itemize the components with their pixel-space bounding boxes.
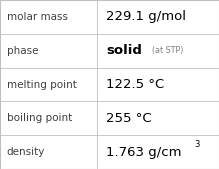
Text: 122.5 °C: 122.5 °C bbox=[106, 78, 164, 91]
Text: molar mass: molar mass bbox=[7, 12, 68, 22]
Text: 229.1 g/mol: 229.1 g/mol bbox=[106, 10, 186, 23]
Text: density: density bbox=[7, 147, 45, 157]
Text: 1.763 g/cm: 1.763 g/cm bbox=[106, 146, 182, 159]
Text: phase: phase bbox=[7, 46, 38, 56]
Text: melting point: melting point bbox=[7, 79, 76, 90]
Text: boiling point: boiling point bbox=[7, 113, 72, 123]
Text: 255 °C: 255 °C bbox=[106, 112, 152, 125]
Text: solid: solid bbox=[106, 44, 142, 57]
Text: (at STP): (at STP) bbox=[152, 46, 184, 55]
Text: 3: 3 bbox=[194, 140, 199, 149]
